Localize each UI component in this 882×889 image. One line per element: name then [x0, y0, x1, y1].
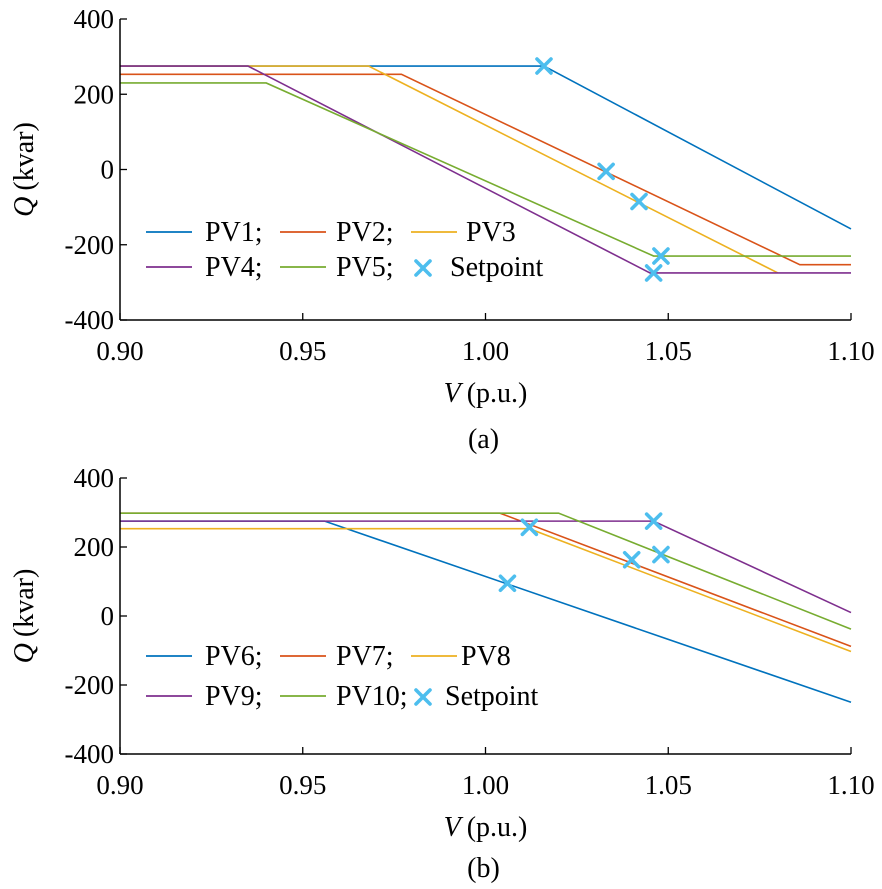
- series-line-pv6: [120, 520, 852, 704]
- y-tick-label: 400: [74, 463, 115, 493]
- x-tick-label: 1.10: [827, 770, 874, 800]
- x-tick-label: 0.95: [279, 336, 326, 366]
- x-tick-label: 0.90: [96, 770, 143, 800]
- y-axis-label-var: Q: [9, 197, 40, 217]
- legend-label: PV6;: [205, 641, 263, 672]
- setpoint-marker: [622, 550, 641, 569]
- legend-label: PV9;: [205, 681, 263, 712]
- setpoint-marker: [644, 264, 663, 282]
- y-axis-label-unit: (kvar): [9, 122, 40, 190]
- y-axis-label: Q (kvar): [9, 122, 40, 217]
- legend-label: PV3: [466, 217, 516, 248]
- y-tick-label: 400: [74, 4, 115, 34]
- x-tick-label: 0.95: [279, 770, 326, 800]
- setpoint-marker: [644, 512, 663, 530]
- setpoint-marker: [652, 247, 670, 265]
- setpoint-markers: [498, 512, 670, 593]
- x-axis-label-unit: (p.u.): [467, 378, 528, 409]
- x-axis-label-unit: (p.u.): [467, 812, 528, 843]
- legend-label: PV8: [461, 641, 511, 672]
- series-line-pv5: [120, 82, 851, 257]
- series-lines: [120, 65, 852, 274]
- x-axis-label: V (p.u.): [444, 812, 528, 843]
- legend-label: PV4;: [205, 252, 263, 283]
- series-line-pv2: [120, 73, 851, 266]
- x-tick-label: 1.05: [645, 770, 692, 800]
- x-tick-label: 0.90: [96, 336, 143, 366]
- y-tick-label: 0: [101, 601, 115, 631]
- legend-label: PV5;: [336, 252, 394, 283]
- x-tick-label: 1.00: [462, 336, 509, 366]
- setpoint-markers: [535, 57, 670, 282]
- x-tick-label: 1.00: [462, 770, 509, 800]
- x-tick-label: 1.10: [827, 336, 874, 366]
- panel-caption: (a): [468, 424, 499, 455]
- series-line-pv1: [120, 65, 852, 230]
- y-tick-label: -200: [65, 230, 115, 260]
- x-axis-label: V (p.u.): [444, 378, 528, 409]
- series-line-pv7: [120, 512, 852, 648]
- setpoint-marker: [652, 545, 670, 564]
- legend-label: Setpoint: [450, 252, 544, 283]
- setpoint-marker: [597, 162, 615, 181]
- setpoint-marker: [498, 574, 517, 593]
- y-tick-label: -200: [65, 670, 115, 700]
- legend: PV1; PV2; PV3 PV4; PV5; Setpoint: [146, 217, 544, 283]
- setpoint-marker: [630, 192, 648, 211]
- setpoint-marker: [535, 57, 553, 75]
- series-line-pv8: [120, 527, 852, 653]
- panel-caption: (b): [467, 853, 500, 884]
- legend-label: PV7;: [336, 641, 394, 672]
- x-axis-label-var: V: [444, 812, 464, 843]
- legend-marker-setpoint: [414, 688, 432, 706]
- setpoint-marker: [520, 518, 539, 537]
- series-lines: [120, 512, 852, 704]
- legend-label: Setpoint: [445, 681, 539, 712]
- y-tick-label: 200: [74, 532, 115, 562]
- series-line-pv10: [120, 512, 852, 630]
- y-tick-label: 200: [74, 79, 115, 109]
- y-axis-label-unit: (kvar): [9, 569, 40, 637]
- y-axis-label-var: Q: [9, 643, 40, 663]
- y-tick-label: 0: [101, 155, 115, 185]
- series-line-pv4: [120, 65, 851, 274]
- legend: PV6; PV7; PV8 PV9; PV10; Setpoint: [146, 641, 539, 712]
- x-tick-label: 1.05: [645, 336, 692, 366]
- legend-label: PV2;: [336, 217, 394, 248]
- y-tick-label: -400: [65, 739, 115, 769]
- y-axis-label: Q (kvar): [9, 569, 40, 664]
- legend-label: PV1;: [205, 217, 263, 248]
- legend-marker-setpoint: [414, 259, 432, 277]
- x-axis-label-var: V: [444, 378, 464, 409]
- legend-label: PV10;: [336, 681, 408, 712]
- y-tick-label: -400: [65, 305, 115, 335]
- series-line-pv9: [120, 520, 852, 614]
